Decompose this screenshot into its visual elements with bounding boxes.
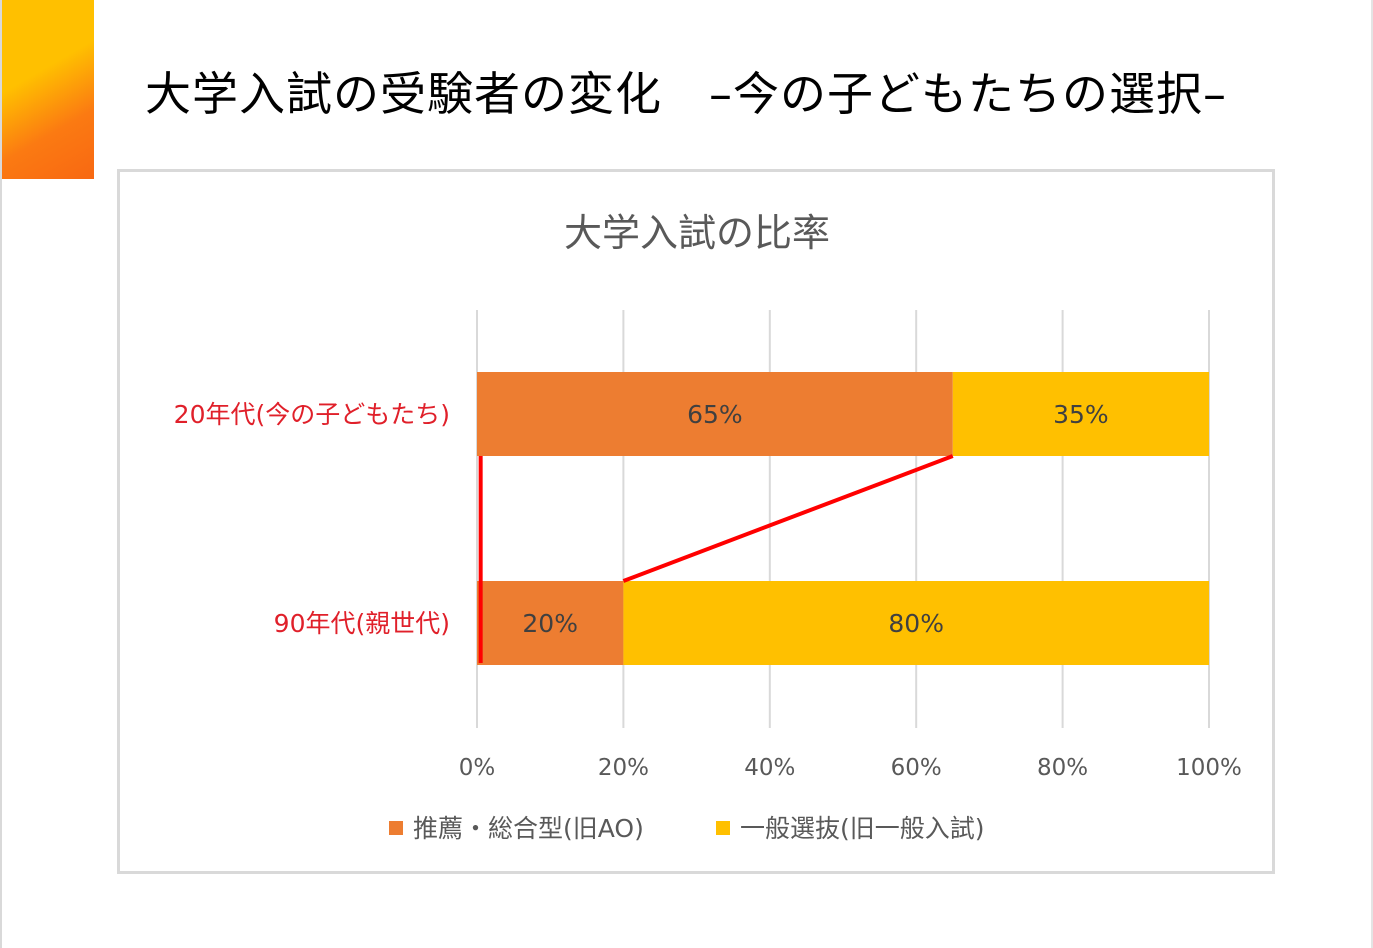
data-label: 35%: [1053, 400, 1109, 429]
chart-frame: [117, 169, 1275, 874]
x-tick-label: 20%: [598, 755, 649, 781]
x-tick-label: 80%: [1037, 755, 1088, 781]
legend-label: 一般選抜(旧一般入試): [740, 814, 985, 843]
legend-label: 推薦・総合型(旧AO): [413, 814, 644, 843]
slide-right-edge: [1371, 0, 1373, 948]
legend-swatch: [716, 821, 730, 835]
x-tick-label: 100%: [1176, 755, 1242, 781]
x-tick-label: 60%: [891, 755, 942, 781]
legend-swatch: [389, 821, 403, 835]
data-label: 80%: [888, 609, 944, 638]
slide-title: 大学入試の受験者の変化 –今の子どもたちの選択–: [145, 67, 1227, 121]
x-tick-label: 40%: [744, 755, 795, 781]
data-label: 20%: [522, 609, 578, 638]
bar-segment: [477, 581, 624, 665]
annotation-line: [622, 454, 954, 583]
bar-segment: [623, 581, 1209, 665]
chart-title: 大学入試の比率: [564, 211, 830, 255]
slide-left-edge: [0, 0, 2, 948]
category-label: 20年代(今の子どもたち): [174, 400, 450, 429]
bar-segment: [477, 372, 953, 456]
accent-bar: [2, 0, 94, 179]
x-tick-label: 0%: [459, 755, 496, 781]
data-label: 65%: [687, 400, 743, 429]
category-label: 90年代(親世代): [274, 609, 450, 638]
bar-segment: [952, 372, 1209, 456]
